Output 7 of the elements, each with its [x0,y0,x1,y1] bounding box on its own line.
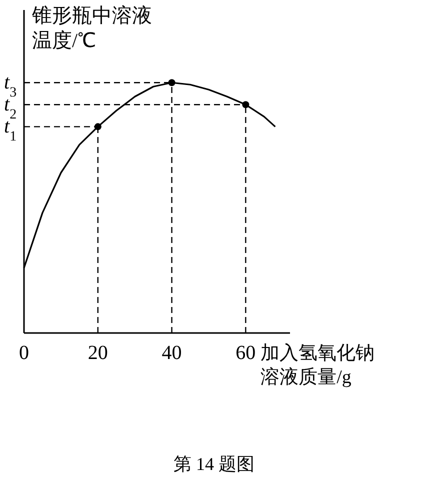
x-tick-label: 20 [88,342,108,364]
x-tick-label: 40 [162,342,182,364]
x-tick-label: 0 [19,342,29,364]
x-tick-label: 60 [236,342,256,364]
x-axis-title: 加入氢氧化钠溶液质量/g [260,343,375,388]
text: 第 14 题图 [174,454,254,474]
y-axis-title: 锥形瓶中溶液温度/℃ [31,5,152,52]
